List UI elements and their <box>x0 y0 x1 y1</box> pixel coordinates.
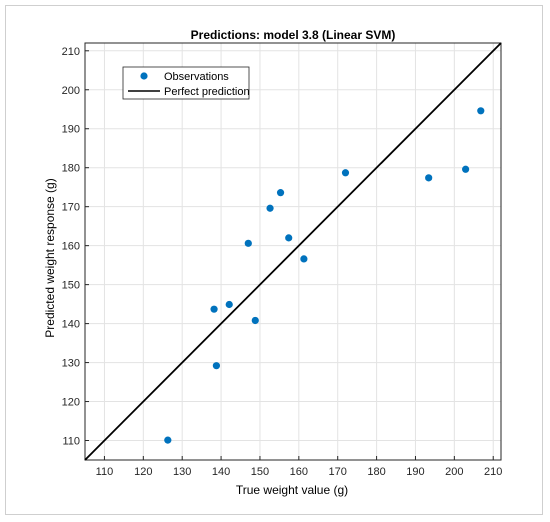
y-tick-labels: 110 120 130 140 150 160 170 180 190 200 210 <box>62 46 89 448</box>
y-tick-label: 150 <box>62 280 80 292</box>
observation-point <box>462 165 470 173</box>
observation-point <box>251 316 259 325</box>
series-layer <box>84 42 502 461</box>
x-tick-labels: 110 120 130 140 150 160 170 180 190 200 210 <box>96 456 502 478</box>
observation-point <box>210 305 218 313</box>
y-tick-label: 170 <box>62 202 80 214</box>
legend-marker-observations <box>140 72 148 80</box>
y-tick-label: 190 <box>62 124 80 136</box>
x-tick-label: 130 <box>173 466 191 478</box>
observation-point <box>225 300 233 309</box>
plot-area <box>84 42 502 461</box>
y-tick-label: 210 <box>62 46 80 58</box>
chart-title: Predictions: model 3.8 (Linear SVM) <box>191 28 396 42</box>
observation-point <box>341 169 350 177</box>
x-tick-label: 140 <box>212 466 230 478</box>
x-tick-label: 190 <box>406 466 424 478</box>
y-tick-label: 130 <box>62 358 80 370</box>
y-tick-label: 110 <box>62 436 80 448</box>
x-tick-label: 210 <box>484 466 502 478</box>
x-tick-label: 200 <box>445 466 463 478</box>
perfect-prediction-line <box>84 42 502 461</box>
x-tick-label: 120 <box>134 466 152 478</box>
x-tick-label: 150 <box>251 466 269 478</box>
y-axis-label: Predicted weight response (g) <box>43 178 57 337</box>
legend-box <box>122 66 250 100</box>
observation-point <box>276 189 285 197</box>
y-tick-label: 120 <box>62 397 80 409</box>
observation-point <box>164 436 172 444</box>
y-tick-label: 180 <box>62 163 80 175</box>
observation-point <box>285 234 293 242</box>
y-tick-label: 200 <box>62 85 80 97</box>
legend: Observations Perfect prediction <box>122 66 250 100</box>
observation-point <box>477 107 485 115</box>
x-tick-label: 180 <box>367 466 385 478</box>
legend-label-observations: Observations <box>164 71 229 83</box>
y-tick-label: 160 <box>62 241 80 253</box>
observation-point <box>425 174 433 182</box>
x-tick-label: 170 <box>329 466 347 478</box>
x-tick-label: 110 <box>96 466 114 478</box>
observation-point <box>244 239 252 247</box>
observation-point <box>212 362 221 370</box>
observation-point <box>266 204 274 212</box>
legend-label-perfect-prediction: Perfect prediction <box>164 86 250 98</box>
x-tick-label: 160 <box>290 466 308 478</box>
observation-point <box>300 255 308 263</box>
y-tick-label: 140 <box>62 319 80 331</box>
x-axis-label: True weight value (g) <box>236 483 348 497</box>
